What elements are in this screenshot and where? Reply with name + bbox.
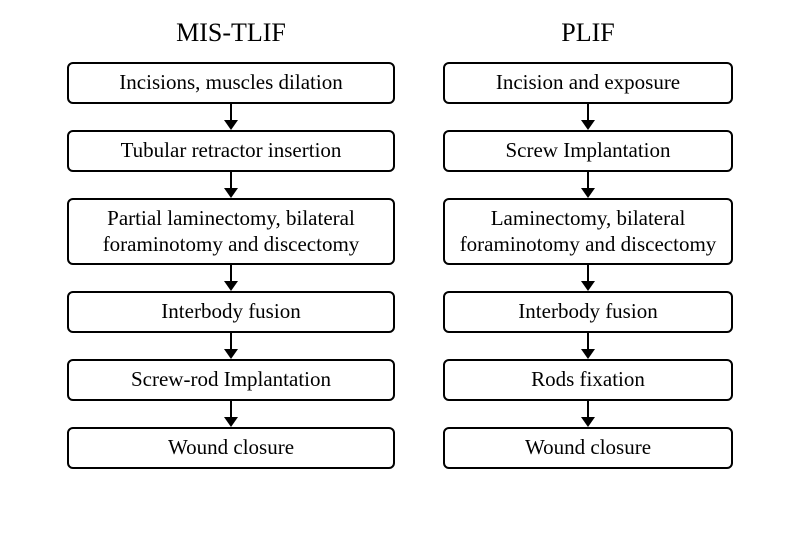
flowchart-column: MIS-TLIF Incisions, muscles dilation Tubul… <box>67 18 395 469</box>
arrow-down <box>224 104 238 130</box>
flowchart-node: Incision and exposure <box>443 62 733 104</box>
arrow-down <box>224 333 238 359</box>
flowchart-node: Wound closure <box>443 427 733 469</box>
flowchart-node: Interbody fusion <box>67 291 395 333</box>
flowchart-container: MIS-TLIF Incisions, muscles dilation Tubul… <box>0 0 800 469</box>
arrow-down <box>581 104 595 130</box>
flowchart-node: Wound closure <box>67 427 395 469</box>
flowchart-node: Incisions, muscles dilation <box>67 62 395 104</box>
flowchart-node: Laminectomy, bilateral foraminotomy and … <box>443 198 733 265</box>
flowchart-node: Interbody fusion <box>443 291 733 333</box>
arrow-down <box>224 265 238 291</box>
arrow-down <box>581 172 595 198</box>
flowchart-node: Tubular retractor insertion <box>67 130 395 172</box>
arrow-down <box>224 172 238 198</box>
flowchart-node: Screw Implantation <box>443 130 733 172</box>
flowchart-column: PLIF Incision and exposure Screw Implantat… <box>443 18 733 469</box>
column-title: MIS-TLIF <box>176 18 286 48</box>
arrow-down <box>581 265 595 291</box>
flowchart-node: Partial laminectomy, bilateral foraminot… <box>67 198 395 265</box>
flowchart-node: Screw-rod Implantation <box>67 359 395 401</box>
arrow-down <box>224 401 238 427</box>
arrow-down <box>581 401 595 427</box>
flowchart-node: Rods fixation <box>443 359 733 401</box>
arrow-down <box>581 333 595 359</box>
column-title: PLIF <box>561 18 614 48</box>
